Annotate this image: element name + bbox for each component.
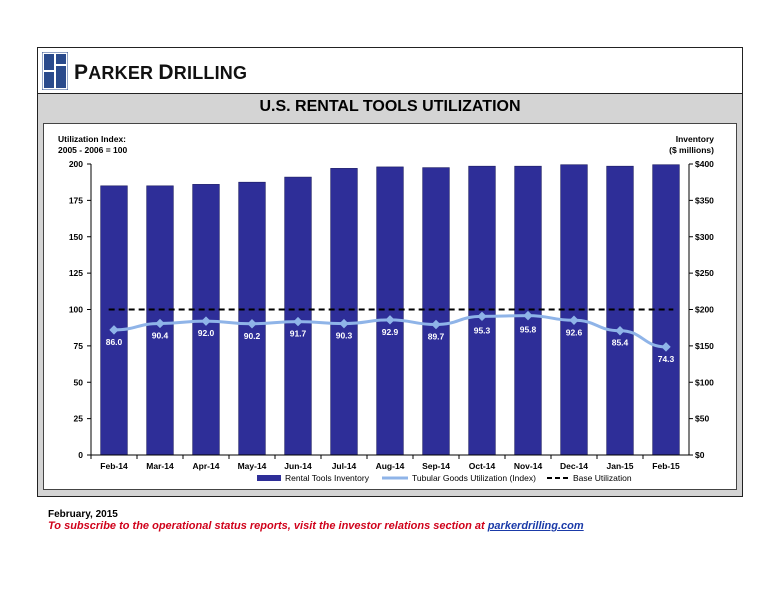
utilization-data-label: 85.4	[612, 338, 629, 348]
left-tick-label: 0	[78, 450, 83, 460]
inventory-bar	[468, 165, 496, 456]
category-label: Mar-14	[146, 461, 174, 471]
legend-label-base: Base Utilization	[573, 473, 632, 483]
tubular-utilization-point	[523, 310, 533, 321]
right-tick-label: $350	[695, 195, 714, 205]
inventory-bar	[100, 185, 128, 456]
tubular-utilization-point	[477, 311, 487, 322]
left-tick-label: 200	[69, 159, 83, 169]
left-tick-label: 125	[69, 268, 83, 278]
inventory-bar	[376, 166, 404, 456]
left-tick-label: 25	[74, 414, 84, 424]
inventory-bar	[284, 176, 312, 456]
inventory-bar	[652, 164, 680, 456]
left-axis-title: 2005 - 2006 = 100	[58, 145, 128, 155]
category-label: Nov-14	[514, 461, 543, 471]
logo-bar: PARKER DRILLING	[38, 48, 742, 94]
category-label: May-14	[238, 461, 267, 471]
utilization-data-label: 95.3	[474, 325, 491, 335]
subscribe-text: To subscribe to the operational status r…	[48, 520, 488, 532]
category-label: Aug-14	[376, 461, 405, 471]
right-axis-title: ($ millions)	[669, 145, 714, 155]
legend-swatch-bar	[257, 475, 281, 481]
right-tick-label: $250	[695, 268, 714, 278]
utilization-data-label: 92.0	[198, 328, 215, 338]
inventory-bar	[422, 167, 450, 456]
right-tick-label: $300	[695, 232, 714, 242]
tubular-utilization-point	[201, 316, 211, 326]
tubular-utilization-point	[293, 316, 303, 327]
utilization-data-label: 89.7	[428, 331, 445, 341]
right-axis-title: Inventory	[676, 134, 715, 144]
category-label: Dec-14	[560, 461, 588, 471]
inventory-bar	[238, 181, 266, 456]
utilization-chart: 86.0 90.4 92.0 90.2 91.7 90.3 92.9 89.7 95.3 95.8…	[58, 134, 715, 483]
tubular-utilization-point	[615, 326, 625, 336]
left-tick-label: 75	[74, 341, 84, 351]
inventory-bar	[606, 165, 634, 456]
report-frame: PARKER DRILLING U.S. RENTAL TOOLS UTILIZ…	[37, 47, 743, 497]
utilization-data-label: 86.0	[106, 337, 123, 347]
plot-panel: 86.0 90.4 92.0 90.2 91.7 90.3 92.9 89.7 95.3 95.8…	[43, 123, 737, 490]
right-tick-label: $200	[695, 305, 714, 315]
tubular-utilization-point	[109, 325, 119, 335]
utilization-data-label: 90.4	[152, 330, 169, 340]
inventory-bar	[330, 168, 358, 456]
tubular-utilization-point	[155, 318, 165, 329]
right-tick-label: $0	[695, 450, 705, 460]
tubular-utilization-point	[385, 315, 395, 325]
chart-title: U.S. RENTAL TOOLS UTILIZATION	[259, 98, 521, 115]
utilization-data-label: 74.3	[658, 354, 675, 364]
left-tick-label: 50	[74, 377, 84, 387]
subscribe-note: To subscribe to the operational status r…	[48, 520, 584, 532]
legend-label-utilization: Tubular Goods Utilization (Index)	[412, 473, 536, 483]
left-tick-label: 175	[69, 195, 83, 205]
right-tick-label: $100	[695, 377, 714, 387]
category-label: Jan-15	[607, 461, 634, 471]
category-label: Feb-14	[100, 461, 128, 471]
left-tick-label: 100	[69, 305, 83, 315]
category-label: Feb-15	[652, 461, 680, 471]
category-label: Jul-14	[332, 461, 357, 471]
company-name: PARKER DRILLING	[74, 61, 248, 84]
category-label: Oct-14	[469, 461, 496, 471]
left-tick-label: 150	[69, 232, 83, 242]
tubular-utilization-point	[339, 318, 349, 329]
utilization-data-label: 90.2	[244, 331, 261, 341]
right-tick-label: $50	[695, 414, 709, 424]
report-date: February, 2015	[48, 509, 118, 520]
legend-label-inventory: Rental Tools Inventory	[285, 473, 370, 483]
tubular-utilization-point	[247, 319, 257, 329]
utilization-data-label: 91.7	[290, 329, 307, 339]
tubular-utilization-point	[569, 315, 579, 325]
inventory-bar	[514, 165, 542, 456]
left-axis-title: Utilization Index:	[58, 134, 126, 144]
category-label: Jun-14	[284, 461, 312, 471]
utilization-data-label: 92.9	[382, 327, 399, 337]
utilization-data-label: 90.3	[336, 331, 353, 341]
utilization-data-label: 92.6	[566, 327, 583, 337]
right-tick-label: $150	[695, 341, 714, 351]
parker-logo-icon	[42, 52, 68, 90]
investor-link[interactable]: parkerdrilling.com	[487, 520, 584, 532]
category-label: Sep-14	[422, 461, 450, 471]
right-tick-label: $400	[695, 159, 714, 169]
utilization-data-label: 95.8	[520, 325, 537, 335]
tubular-utilization-point	[431, 319, 441, 330]
tubular-utilization-point	[661, 342, 671, 352]
category-label: Apr-14	[193, 461, 220, 471]
